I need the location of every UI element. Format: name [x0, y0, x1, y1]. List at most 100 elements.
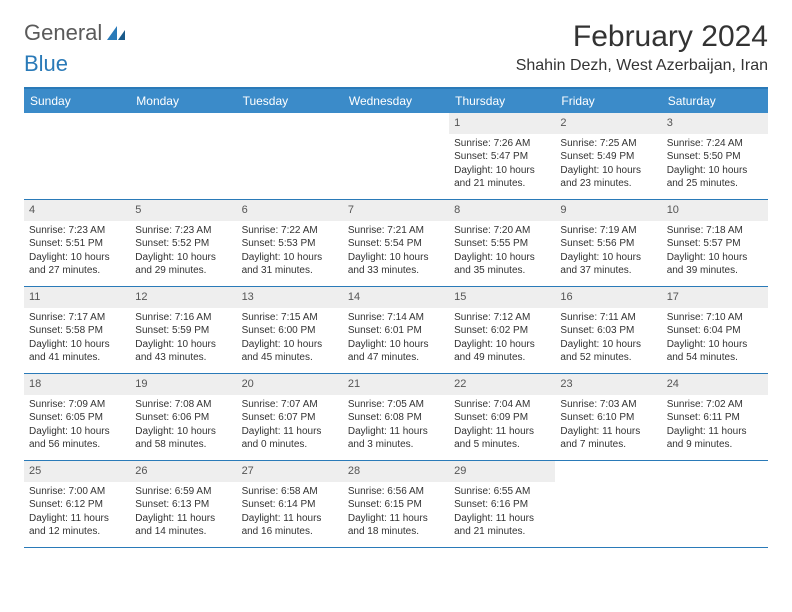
day-cell: [24, 113, 130, 199]
daylight-text: Daylight: 10 hours and 52 minutes.: [560, 338, 656, 365]
day-number: 14: [343, 287, 449, 308]
daylight-text: Daylight: 10 hours and 21 minutes.: [454, 164, 550, 191]
daylight-text: Daylight: 10 hours and 23 minutes.: [560, 164, 656, 191]
day-body: Sunrise: 7:21 AMSunset: 5:54 PMDaylight:…: [343, 221, 449, 283]
sunset-text: Sunset: 6:09 PM: [454, 411, 550, 425]
sunset-text: Sunset: 5:51 PM: [29, 237, 125, 251]
daylight-text: Daylight: 10 hours and 25 minutes.: [667, 164, 763, 191]
day-body: Sunrise: 6:56 AMSunset: 6:15 PMDaylight:…: [343, 482, 449, 544]
day-number: 11: [24, 287, 130, 308]
daylight-text: Daylight: 10 hours and 47 minutes.: [348, 338, 444, 365]
sunset-text: Sunset: 5:55 PM: [454, 237, 550, 251]
day-body: Sunrise: 7:11 AMSunset: 6:03 PMDaylight:…: [555, 308, 661, 370]
sunrise-text: Sunrise: 7:25 AM: [560, 137, 656, 151]
daylight-text: Daylight: 11 hours and 9 minutes.: [667, 425, 763, 452]
daylight-text: Daylight: 10 hours and 41 minutes.: [29, 338, 125, 365]
day-number: 13: [237, 287, 343, 308]
dow-thursday: Thursday: [449, 89, 555, 113]
day-body: Sunrise: 7:10 AMSunset: 6:04 PMDaylight:…: [662, 308, 768, 370]
dow-tuesday: Tuesday: [237, 89, 343, 113]
daylight-text: Daylight: 11 hours and 14 minutes.: [135, 512, 231, 539]
day-cell: [237, 113, 343, 199]
daylight-text: Daylight: 11 hours and 7 minutes.: [560, 425, 656, 452]
day-cell: 3Sunrise: 7:24 AMSunset: 5:50 PMDaylight…: [662, 113, 768, 199]
sunrise-text: Sunrise: 7:02 AM: [667, 398, 763, 412]
day-cell: 27Sunrise: 6:58 AMSunset: 6:14 PMDayligh…: [237, 461, 343, 547]
day-number: 19: [130, 374, 236, 395]
day-body: Sunrise: 6:55 AMSunset: 6:16 PMDaylight:…: [449, 482, 555, 544]
day-cell: 6Sunrise: 7:22 AMSunset: 5:53 PMDaylight…: [237, 200, 343, 286]
sunset-text: Sunset: 6:12 PM: [29, 498, 125, 512]
calendar: Sunday Monday Tuesday Wednesday Thursday…: [24, 87, 768, 548]
day-number: 6: [237, 200, 343, 221]
sunrise-text: Sunrise: 7:20 AM: [454, 224, 550, 238]
sunrise-text: Sunrise: 7:22 AM: [242, 224, 338, 238]
sunrise-text: Sunrise: 7:10 AM: [667, 311, 763, 325]
sunrise-text: Sunrise: 7:00 AM: [29, 485, 125, 499]
day-body: Sunrise: 7:24 AMSunset: 5:50 PMDaylight:…: [662, 134, 768, 196]
day-cell: 4Sunrise: 7:23 AMSunset: 5:51 PMDaylight…: [24, 200, 130, 286]
day-cell: 28Sunrise: 6:56 AMSunset: 6:15 PMDayligh…: [343, 461, 449, 547]
day-number: 2: [555, 113, 661, 134]
month-title: February 2024: [516, 20, 768, 54]
day-body: Sunrise: 7:03 AMSunset: 6:10 PMDaylight:…: [555, 395, 661, 457]
day-body: Sunrise: 7:16 AMSunset: 5:59 PMDaylight:…: [130, 308, 236, 370]
daylight-text: Daylight: 11 hours and 5 minutes.: [454, 425, 550, 452]
day-number: 3: [662, 113, 768, 134]
sunrise-text: Sunrise: 7:23 AM: [135, 224, 231, 238]
day-cell: 19Sunrise: 7:08 AMSunset: 6:06 PMDayligh…: [130, 374, 236, 460]
day-cell: 13Sunrise: 7:15 AMSunset: 6:00 PMDayligh…: [237, 287, 343, 373]
day-cell: 22Sunrise: 7:04 AMSunset: 6:09 PMDayligh…: [449, 374, 555, 460]
day-body: Sunrise: 7:17 AMSunset: 5:58 PMDaylight:…: [24, 308, 130, 370]
sunset-text: Sunset: 6:01 PM: [348, 324, 444, 338]
sunrise-text: Sunrise: 6:55 AM: [454, 485, 550, 499]
day-cell: 12Sunrise: 7:16 AMSunset: 5:59 PMDayligh…: [130, 287, 236, 373]
sunset-text: Sunset: 6:00 PM: [242, 324, 338, 338]
daylight-text: Daylight: 10 hours and 31 minutes.: [242, 251, 338, 278]
day-cell: 24Sunrise: 7:02 AMSunset: 6:11 PMDayligh…: [662, 374, 768, 460]
sunrise-text: Sunrise: 7:23 AM: [29, 224, 125, 238]
daylight-text: Daylight: 11 hours and 12 minutes.: [29, 512, 125, 539]
day-number: 27: [237, 461, 343, 482]
sunrise-text: Sunrise: 7:18 AM: [667, 224, 763, 238]
daylight-text: Daylight: 10 hours and 37 minutes.: [560, 251, 656, 278]
sunset-text: Sunset: 5:56 PM: [560, 237, 656, 251]
day-body: Sunrise: 7:18 AMSunset: 5:57 PMDaylight:…: [662, 221, 768, 283]
day-number: 20: [237, 374, 343, 395]
sunrise-text: Sunrise: 7:15 AM: [242, 311, 338, 325]
day-cell: 18Sunrise: 7:09 AMSunset: 6:05 PMDayligh…: [24, 374, 130, 460]
sunset-text: Sunset: 5:58 PM: [29, 324, 125, 338]
daylight-text: Daylight: 11 hours and 3 minutes.: [348, 425, 444, 452]
day-number: 17: [662, 287, 768, 308]
sunrise-text: Sunrise: 7:19 AM: [560, 224, 656, 238]
week-row: 25Sunrise: 7:00 AMSunset: 6:12 PMDayligh…: [24, 461, 768, 548]
day-body: Sunrise: 7:12 AMSunset: 6:02 PMDaylight:…: [449, 308, 555, 370]
day-cell: 17Sunrise: 7:10 AMSunset: 6:04 PMDayligh…: [662, 287, 768, 373]
sunset-text: Sunset: 6:05 PM: [29, 411, 125, 425]
day-cell: 1Sunrise: 7:26 AMSunset: 5:47 PMDaylight…: [449, 113, 555, 199]
day-number: 7: [343, 200, 449, 221]
daylight-text: Daylight: 10 hours and 29 minutes.: [135, 251, 231, 278]
daylight-text: Daylight: 10 hours and 49 minutes.: [454, 338, 550, 365]
sunset-text: Sunset: 6:06 PM: [135, 411, 231, 425]
logo: General: [24, 20, 127, 46]
day-cell: 29Sunrise: 6:55 AMSunset: 6:16 PMDayligh…: [449, 461, 555, 547]
sunset-text: Sunset: 6:08 PM: [348, 411, 444, 425]
day-cell: 15Sunrise: 7:12 AMSunset: 6:02 PMDayligh…: [449, 287, 555, 373]
daylight-text: Daylight: 10 hours and 35 minutes.: [454, 251, 550, 278]
day-number: 24: [662, 374, 768, 395]
day-body: Sunrise: 7:25 AMSunset: 5:49 PMDaylight:…: [555, 134, 661, 196]
sunrise-text: Sunrise: 7:26 AM: [454, 137, 550, 151]
sunrise-text: Sunrise: 7:11 AM: [560, 311, 656, 325]
sunrise-text: Sunrise: 7:24 AM: [667, 137, 763, 151]
daylight-text: Daylight: 11 hours and 0 minutes.: [242, 425, 338, 452]
day-cell: [662, 461, 768, 547]
day-number: 28: [343, 461, 449, 482]
day-cell: 11Sunrise: 7:17 AMSunset: 5:58 PMDayligh…: [24, 287, 130, 373]
sunset-text: Sunset: 5:47 PM: [454, 150, 550, 164]
dow-saturday: Saturday: [662, 89, 768, 113]
sunset-text: Sunset: 6:14 PM: [242, 498, 338, 512]
sunset-text: Sunset: 5:54 PM: [348, 237, 444, 251]
dow-friday: Friday: [555, 89, 661, 113]
day-number: 29: [449, 461, 555, 482]
